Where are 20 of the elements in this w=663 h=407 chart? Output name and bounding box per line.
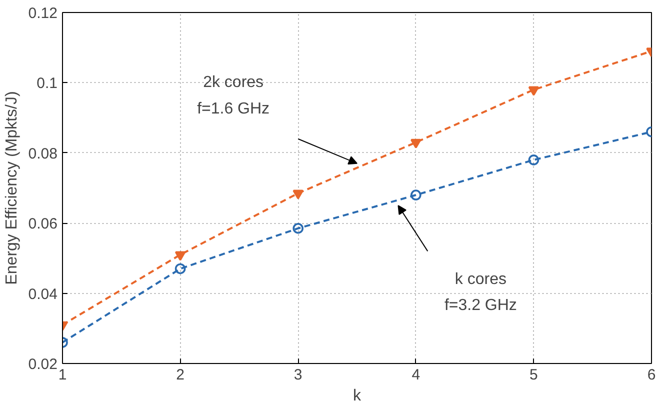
annotation: 2k cores f=1.6 GHz bbox=[197, 74, 270, 118]
x-tick-label: 5 bbox=[530, 366, 538, 384]
y-tick-label: 0.1 bbox=[36, 75, 58, 92]
annotation: k cores f=3.2 GHz bbox=[444, 270, 517, 314]
y-tick-label: 0.04 bbox=[28, 286, 58, 303]
y-axis-title: Energy Efficiency (Mpkts/J) bbox=[3, 91, 20, 285]
point bbox=[292, 222, 304, 234]
x-axis-title: k bbox=[353, 388, 362, 404]
point bbox=[410, 138, 422, 148]
x-tick-label: 6 bbox=[647, 366, 656, 384]
y-tick-label: 0.02 bbox=[28, 356, 58, 373]
y-tick-label: 0.12 bbox=[28, 5, 58, 22]
x-tick-label: 2 bbox=[176, 366, 184, 384]
x-tick-label: 4 bbox=[412, 366, 420, 384]
point bbox=[410, 190, 422, 200]
x-tick-label: 3 bbox=[294, 366, 302, 384]
x-tick-label: 1 bbox=[58, 366, 67, 384]
y-tick-label: 0.06 bbox=[28, 216, 58, 233]
point bbox=[292, 190, 304, 200]
y-tick-label: 0.08 bbox=[28, 145, 58, 162]
